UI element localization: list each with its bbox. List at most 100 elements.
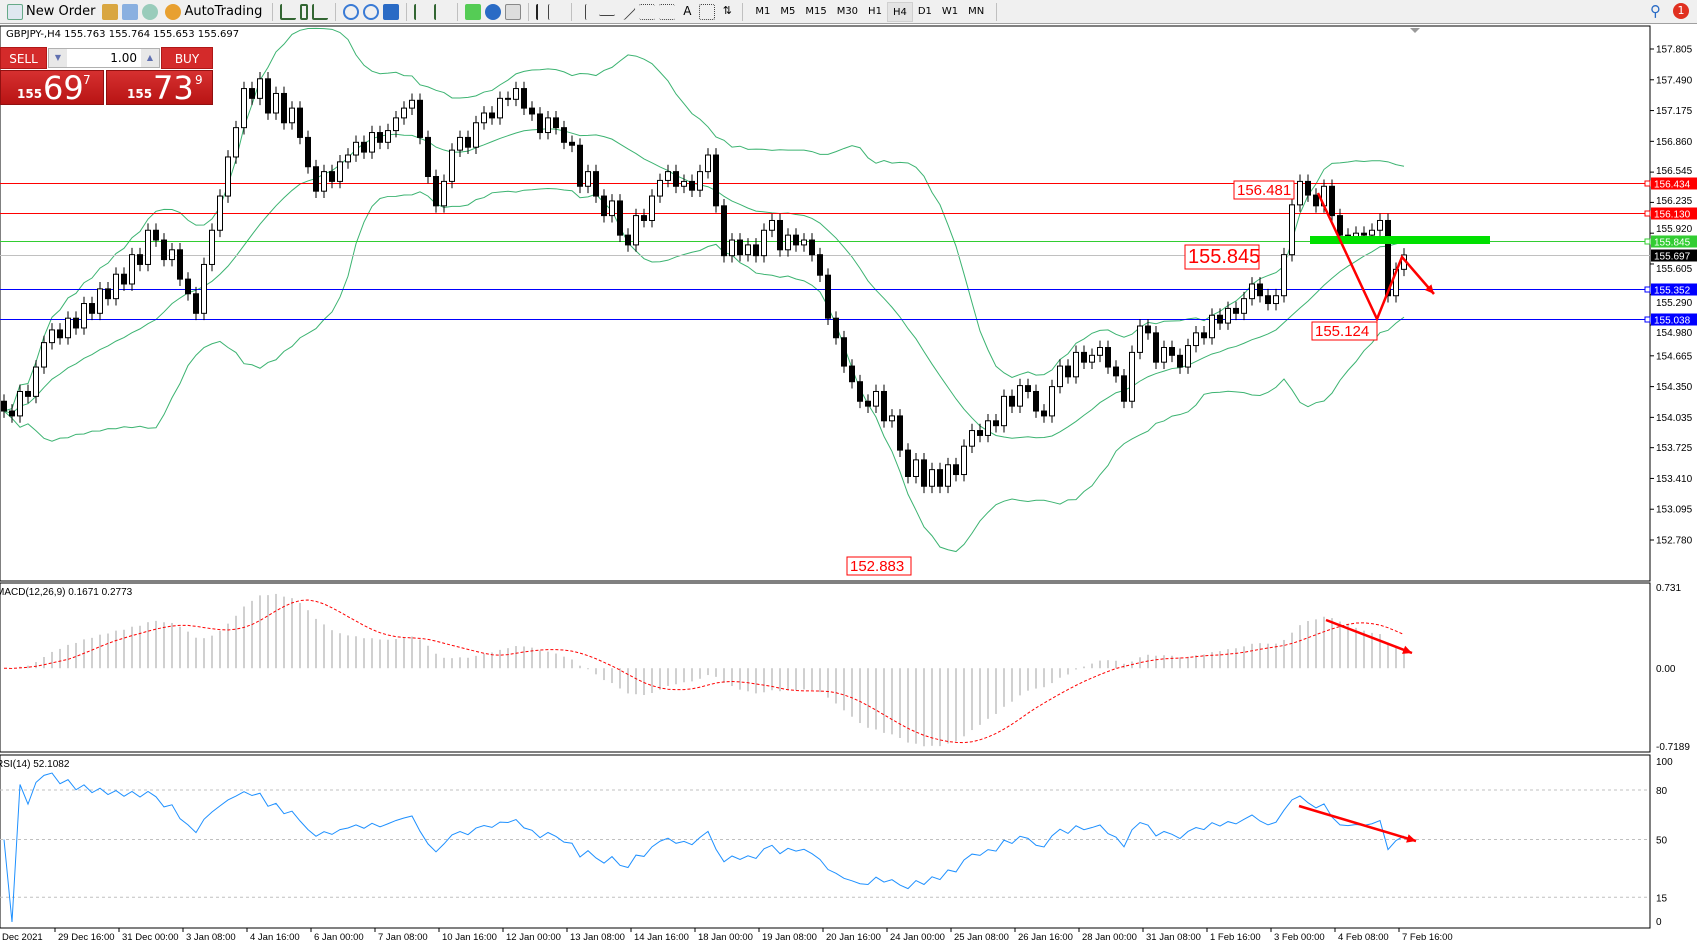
text-icon[interactable]: A	[683, 3, 692, 18]
candle[interactable]	[937, 462, 943, 494]
crosshair-icon[interactable]	[548, 3, 564, 20]
candle[interactable]	[793, 228, 799, 252]
candle[interactable]	[217, 189, 223, 238]
candle[interactable]	[273, 86, 279, 120]
candle[interactable]	[337, 155, 343, 189]
candle[interactable]	[921, 453, 927, 494]
candle[interactable]	[1057, 359, 1063, 394]
candle[interactable]	[625, 228, 631, 252]
sell-button[interactable]: SELL	[0, 47, 47, 69]
candle[interactable]	[1217, 308, 1223, 330]
candle[interactable]	[817, 247, 823, 283]
candle[interactable]	[489, 106, 495, 125]
candle[interactable]	[745, 238, 751, 262]
candle[interactable]	[1049, 379, 1055, 423]
decrease-lot-icon[interactable]: ▼	[49, 49, 67, 67]
trendline-icon[interactable]	[618, 2, 637, 21]
candle[interactable]	[1209, 308, 1215, 345]
candle[interactable]	[193, 286, 199, 321]
line-handle[interactable]	[1644, 286, 1651, 293]
candle[interactable]	[361, 135, 367, 159]
candle[interactable]	[1129, 345, 1135, 409]
candle[interactable]	[1177, 348, 1183, 374]
candle[interactable]	[1289, 198, 1295, 262]
candle[interactable]	[609, 194, 615, 223]
candle[interactable]	[601, 189, 607, 223]
candle[interactable]	[33, 360, 39, 404]
candle[interactable]	[393, 111, 399, 138]
candle[interactable]	[913, 453, 919, 484]
text-label-icon[interactable]	[699, 3, 716, 20]
candle[interactable]	[737, 233, 743, 262]
candle[interactable]	[225, 150, 231, 203]
candle[interactable]	[545, 111, 551, 140]
candle[interactable]	[425, 130, 431, 184]
candle[interactable]	[1225, 301, 1231, 330]
candle[interactable]	[177, 242, 183, 286]
price-label-box[interactable]	[1233, 180, 1295, 200]
candle[interactable]	[561, 120, 567, 150]
macd-divergence-arrow[interactable]	[1325, 618, 1413, 655]
candle[interactable]	[9, 404, 15, 423]
candle[interactable]	[257, 71, 263, 106]
candle[interactable]	[705, 148, 711, 179]
candle[interactable]	[1137, 319, 1143, 360]
candle[interactable]	[433, 169, 439, 213]
timeframe-m1[interactable]: M1	[755, 5, 771, 17]
candle[interactable]	[721, 198, 727, 263]
candle[interactable]	[1305, 174, 1311, 202]
support-zone-bar[interactable]	[1310, 236, 1490, 244]
candle[interactable]	[513, 81, 519, 107]
candle[interactable]	[161, 233, 167, 267]
zoom-out-icon[interactable]	[363, 3, 380, 20]
candle[interactable]	[857, 374, 863, 409]
candle[interactable]	[241, 81, 247, 135]
candle[interactable]	[25, 384, 31, 404]
candle[interactable]	[385, 123, 391, 150]
new-order-button[interactable]: New Order	[4, 2, 98, 22]
bid-price[interactable]: 155 69 7	[0, 69, 104, 107]
line-handle[interactable]	[1644, 180, 1651, 187]
candle[interactable]	[1153, 326, 1159, 370]
timeframe-w1[interactable]: W1	[941, 5, 959, 17]
candle[interactable]	[1041, 404, 1047, 423]
candle[interactable]	[593, 164, 599, 203]
candle[interactable]	[129, 247, 135, 291]
line-handle[interactable]	[1644, 238, 1651, 245]
autotrading-button[interactable]: AutoTrading	[162, 2, 265, 22]
candle[interactable]	[113, 267, 119, 306]
candle[interactable]	[305, 130, 311, 174]
candle[interactable]	[689, 174, 695, 198]
timeframe-d1[interactable]: D1	[917, 5, 932, 17]
timeframe-m5[interactable]: M5	[780, 5, 796, 17]
line-handle[interactable]	[1644, 210, 1651, 217]
candle[interactable]	[377, 125, 383, 150]
price-label-box[interactable]	[1311, 321, 1378, 341]
candle[interactable]	[1089, 348, 1095, 370]
candle[interactable]	[1185, 338, 1191, 374]
horizontal-line-icon[interactable]	[599, 7, 616, 16]
candle[interactable]	[905, 443, 911, 484]
candle[interactable]	[841, 330, 847, 373]
price-label-box[interactable]	[1184, 244, 1260, 270]
candle[interactable]	[1329, 179, 1335, 223]
candle[interactable]	[185, 272, 191, 301]
candle[interactable]	[753, 238, 759, 263]
candle[interactable]	[1001, 389, 1007, 433]
candle[interactable]	[881, 384, 887, 428]
candle[interactable]	[1073, 345, 1079, 384]
candle[interactable]	[417, 93, 423, 145]
candle[interactable]	[65, 311, 71, 345]
candle[interactable]	[345, 148, 351, 169]
candle[interactable]	[1193, 326, 1199, 353]
candle[interactable]	[585, 164, 591, 194]
candle[interactable]	[353, 135, 359, 162]
candle[interactable]	[577, 138, 583, 194]
candle[interactable]	[73, 311, 79, 335]
candle[interactable]	[801, 233, 807, 252]
candle[interactable]	[265, 71, 271, 120]
candle[interactable]	[1169, 340, 1175, 363]
equidistant-channel-icon[interactable]	[639, 3, 656, 20]
candle[interactable]	[1081, 345, 1087, 370]
candle[interactable]	[785, 228, 791, 257]
